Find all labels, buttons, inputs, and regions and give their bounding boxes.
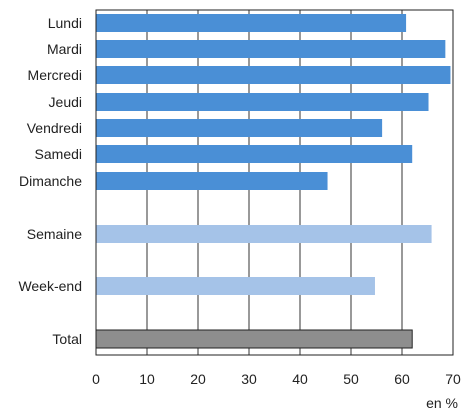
bar-lundi — [96, 14, 407, 32]
bar-mardi — [96, 40, 446, 58]
bar-vendredi — [96, 119, 383, 137]
category-label: Jeudi — [49, 94, 82, 110]
category-label: Vendredi — [27, 120, 82, 136]
category-label: Week-end — [18, 278, 82, 294]
category-label: Dimanche — [19, 173, 82, 189]
bar-total — [95, 329, 413, 349]
x-tick-label: 60 — [394, 371, 410, 387]
category-label: Samedi — [35, 146, 82, 162]
x-tick-label: 40 — [292, 371, 308, 387]
unit-label: en % — [426, 395, 458, 411]
x-tick-label: 50 — [343, 371, 359, 387]
plot-frame — [95, 9, 454, 356]
x-tick-label: 70 — [445, 371, 461, 387]
category-labels: Lundi Mardi Mercredi Jeudi Vendredi Samedi Dim… — [18, 15, 82, 347]
x-tick-label: 30 — [241, 371, 257, 387]
category-label: Lundi — [48, 15, 82, 31]
x-tick-labels: 0 10 20 30 40 50 60 70 — [92, 371, 461, 387]
x-tick-label: 10 — [139, 371, 155, 387]
bar-samedi — [96, 145, 413, 163]
category-label: Semaine — [27, 226, 82, 242]
bar-dimanche — [96, 172, 328, 190]
bar-mercredi — [96, 66, 451, 84]
bar-jeudi — [96, 93, 429, 111]
x-tick-label: 20 — [190, 371, 206, 387]
bars — [95, 14, 451, 349]
category-label: Mercredi — [28, 67, 82, 83]
category-label: Total — [52, 331, 82, 347]
x-tick-label: 0 — [92, 371, 100, 387]
category-label: Mardi — [47, 41, 82, 57]
bar-semaine — [96, 225, 432, 243]
bar-week-end — [96, 277, 375, 295]
